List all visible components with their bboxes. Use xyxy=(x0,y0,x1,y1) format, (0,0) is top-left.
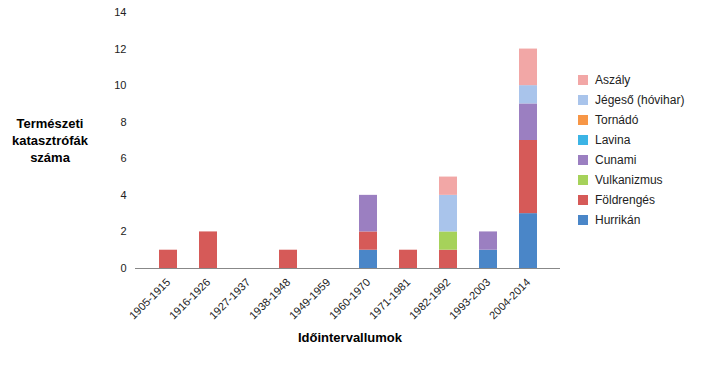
svg-text:1927-1937: 1927-1937 xyxy=(207,276,253,322)
html-text:Időintervallumok: Időintervallumok xyxy=(298,330,402,345)
svg-text:1916-1926: 1916-1926 xyxy=(167,276,213,322)
html-text:Hurrikán: Hurrikán xyxy=(595,213,641,227)
svg-text:1938-1948: 1938-1948 xyxy=(247,276,293,322)
svg-text:1982-1992: 1982-1992 xyxy=(407,276,453,322)
svg-text:12: 12 xyxy=(114,43,126,55)
html-text:Cunami: Cunami xyxy=(595,153,637,167)
svg-text:2: 2 xyxy=(120,225,126,237)
html-text:Jégeső (hóvihar): Jégeső (hóvihar) xyxy=(595,93,685,107)
html-text:Lavina: Lavina xyxy=(595,133,631,147)
svg-text:1960-1970: 1960-1970 xyxy=(327,276,373,322)
svg-text:4: 4 xyxy=(120,189,126,201)
html-text:Természeti katasztrófák száma: Természeti katasztrófák száma xyxy=(12,116,88,165)
html-text:Vulkanizmus: Vulkanizmus xyxy=(595,173,663,187)
html-text:Tornádó: Tornádó xyxy=(595,113,639,127)
svg-text:10: 10 xyxy=(114,79,126,91)
html-text:Földrengés: Földrengés xyxy=(595,193,655,207)
html-text:Aszály: Aszály xyxy=(595,73,631,87)
svg-text:14: 14 xyxy=(114,6,126,18)
svg-text:8: 8 xyxy=(120,116,126,128)
svg-text:6: 6 xyxy=(120,152,126,164)
svg-text:1993-2003: 1993-2003 xyxy=(447,276,493,322)
svg-text:0: 0 xyxy=(120,262,126,274)
svg-text:2004-2014: 2004-2014 xyxy=(487,276,533,322)
svg-text:1949-1959: 1949-1959 xyxy=(287,276,333,322)
svg-text:1905-1915: 1905-1915 xyxy=(127,276,173,322)
svg-text:1971-1981: 1971-1981 xyxy=(367,276,413,322)
